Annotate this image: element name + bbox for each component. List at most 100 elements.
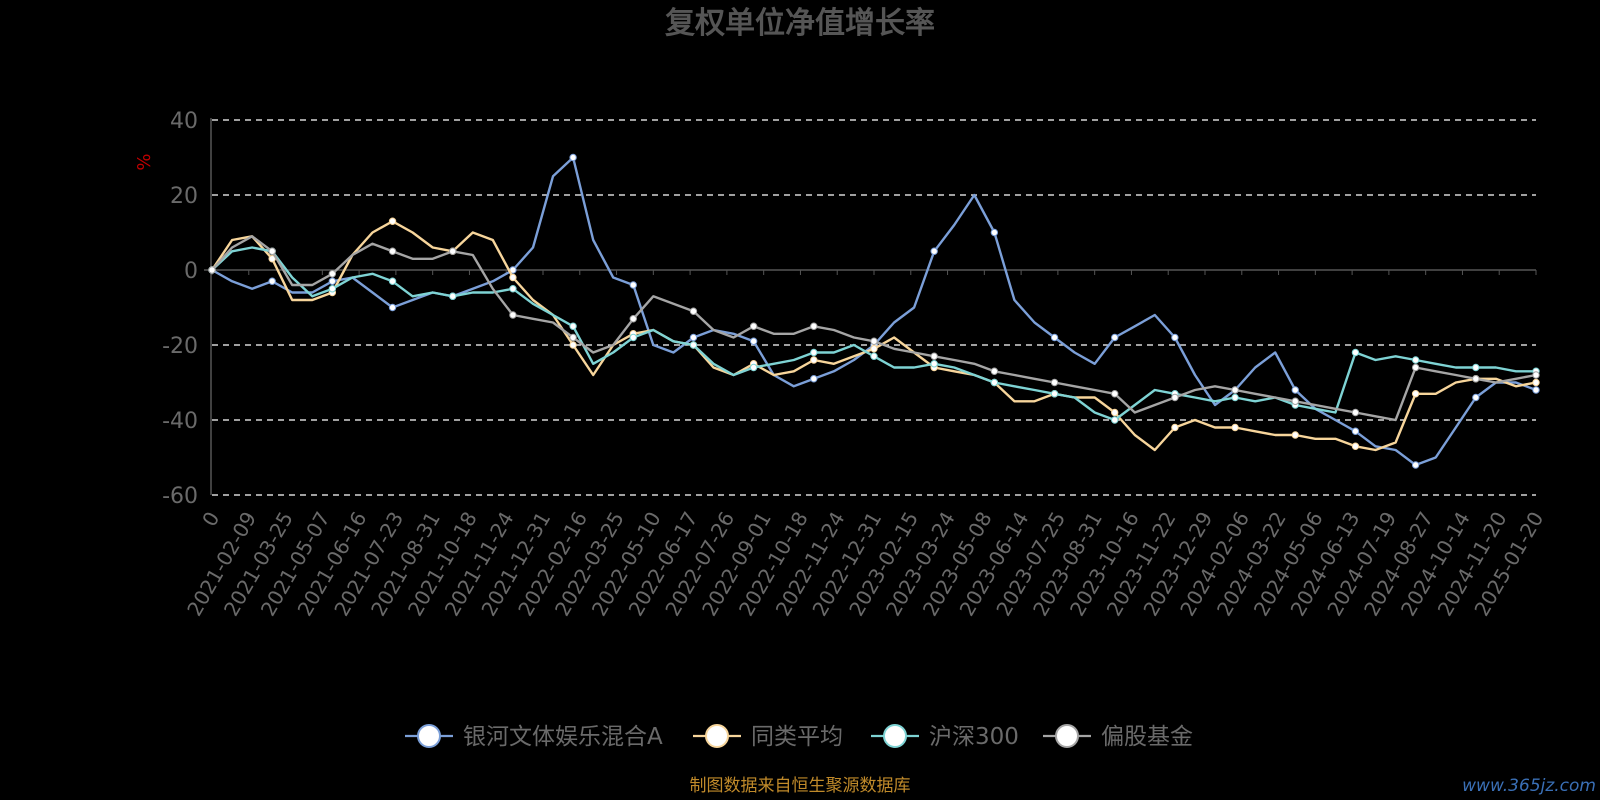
- series-line-1: [211, 220, 1537, 452]
- series-point-0: [1532, 386, 1540, 394]
- legend-label: 同类平均: [751, 724, 843, 750]
- series-point-1: [810, 356, 818, 364]
- y-tick-label: -60: [162, 484, 198, 509]
- series-point-3: [1351, 408, 1360, 417]
- legend-marker: [705, 724, 729, 748]
- series-point-3: [689, 307, 698, 315]
- series-point-2: [629, 333, 637, 342]
- series-point-2: [749, 363, 758, 372]
- series-point-2: [870, 352, 878, 360]
- series-point-2: [1050, 390, 1059, 398]
- series-point-3: [268, 247, 276, 255]
- series-point-3: [1171, 393, 1179, 402]
- data-source-note: 制图数据来自恒生聚源数据库: [690, 776, 911, 796]
- series-point-2: [1231, 393, 1239, 402]
- legend-item-0[interactable]: 银河文体娱乐混合A: [405, 724, 663, 750]
- legend-label: 偏股基金: [1101, 724, 1193, 750]
- series-point-0: [1472, 393, 1480, 402]
- series-point-2: [689, 341, 698, 349]
- series-point-0: [689, 333, 698, 342]
- series-point-0: [328, 277, 337, 285]
- series-point-0: [1050, 333, 1059, 342]
- series-point-3: [1472, 375, 1480, 383]
- series-point-0: [1411, 461, 1420, 469]
- series-point-1: [1351, 442, 1360, 450]
- series-point-2: [509, 285, 517, 293]
- series-point-3: [449, 247, 457, 255]
- series-lines: [208, 153, 1540, 469]
- legend-marker: [417, 724, 441, 748]
- legend-item-2[interactable]: 沪深300: [871, 724, 1019, 750]
- y-tick-label: -40: [162, 409, 198, 434]
- series-point-1: [1411, 390, 1420, 398]
- series-point-3: [749, 322, 758, 330]
- series-point-0: [1111, 333, 1119, 342]
- series-point-1: [1291, 431, 1299, 439]
- chart-title: 复权单位净值增长率: [665, 6, 935, 41]
- series-point-0: [1351, 427, 1360, 435]
- series-point-0: [388, 303, 397, 312]
- y-tick-label: 40: [170, 109, 198, 134]
- series-point-1: [509, 273, 517, 282]
- series-point-3: [1050, 378, 1059, 387]
- series-point-3: [509, 311, 517, 319]
- series-line-3: [211, 235, 1537, 422]
- series-point-0: [629, 281, 637, 289]
- legend-marker: [1055, 724, 1079, 748]
- series-point-3: [1111, 390, 1119, 398]
- y-tick-label: -20: [162, 334, 198, 359]
- y-tick-label: 0: [184, 259, 198, 284]
- x-tick-label: 0: [197, 508, 224, 531]
- series-point-0: [1171, 333, 1179, 342]
- series-point-2: [990, 378, 999, 387]
- axes: 40200-20-40-6002021-02-092021-03-252021-…: [162, 109, 1548, 620]
- series-point-2: [449, 292, 457, 300]
- series-point-3: [1411, 363, 1420, 372]
- legend[interactable]: 银河文体娱乐混合A 同类平均 沪深300 偏股基金: [405, 724, 1193, 750]
- series-point-2: [810, 348, 818, 357]
- series-point-2: [930, 360, 938, 368]
- series-point-0: [268, 277, 276, 285]
- series-point-1: [1111, 408, 1119, 417]
- series-point-3: [870, 337, 878, 345]
- watermark: www.365jz.com: [1462, 776, 1596, 796]
- legend-item-1[interactable]: 同类平均: [693, 724, 843, 750]
- series-point-3: [388, 247, 397, 255]
- series-point-1: [1171, 423, 1179, 432]
- series-line-0: [211, 156, 1537, 467]
- series-point-3: [810, 322, 818, 330]
- y-axis-unit: %: [134, 153, 155, 170]
- series-point-2: [569, 322, 577, 330]
- legend-label: 银河文体娱乐混合A: [463, 724, 663, 750]
- series-point-3: [1291, 397, 1299, 405]
- series-point-0: [749, 337, 758, 345]
- series-point-1: [388, 217, 397, 225]
- series-point-3: [328, 270, 337, 278]
- y-tick-label: 20: [170, 184, 198, 209]
- series-point-1: [870, 345, 878, 353]
- series-point-3: [930, 352, 938, 360]
- series-point-0: [810, 375, 818, 383]
- series-point-1: [1231, 423, 1239, 432]
- series-point-2: [1351, 348, 1360, 357]
- series-point-0: [1291, 386, 1299, 394]
- series-point-3: [569, 333, 577, 342]
- series-point-0: [930, 247, 938, 255]
- series-point-1: [569, 341, 577, 349]
- series-point-2: [328, 285, 337, 293]
- series-point-3: [1231, 386, 1239, 394]
- series-point-0: [990, 228, 999, 237]
- series-point-2: [1111, 416, 1119, 424]
- series-point-3: [990, 367, 999, 375]
- legend-item-3[interactable]: 偏股基金: [1043, 724, 1193, 750]
- series-point-3: [629, 315, 637, 323]
- series-point-0: [569, 153, 577, 162]
- series-point-3: [208, 266, 216, 274]
- series-point-1: [1532, 378, 1540, 387]
- series-point-2: [1472, 363, 1480, 372]
- series-point-2: [388, 277, 397, 285]
- legend-label: 沪深300: [929, 724, 1019, 750]
- series-point-2: [1411, 356, 1420, 364]
- legend-marker: [883, 724, 907, 748]
